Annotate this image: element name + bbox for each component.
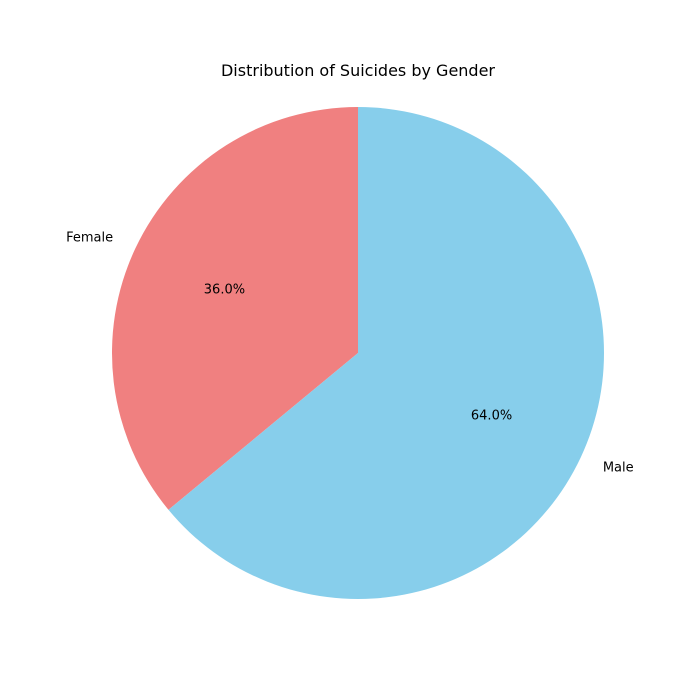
pct-label-male: 64.0% bbox=[471, 408, 512, 423]
pct-label-female: 36.0% bbox=[204, 283, 245, 298]
slice-label-female: Female bbox=[66, 230, 113, 245]
pie-slice-male bbox=[168, 107, 605, 600]
pie-slices bbox=[111, 107, 605, 600]
pie-labels: Female 36.0% Male 64.0% bbox=[66, 230, 634, 475]
slice-label-male: Male bbox=[603, 461, 634, 476]
chart-title: Distribution of Suicides by Gender bbox=[221, 61, 495, 80]
pie-slice-female bbox=[111, 107, 358, 510]
